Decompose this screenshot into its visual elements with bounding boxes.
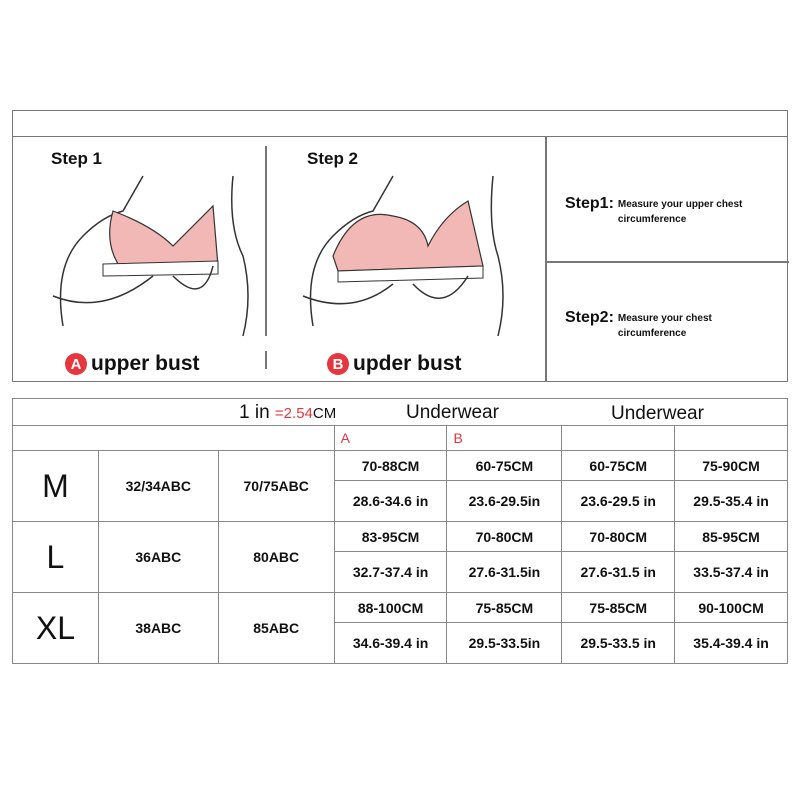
empty-cell [561,425,676,451]
col-b-label: B [446,425,563,451]
instruction-text: Measure your upper chest circumference [617,199,743,225]
header-underwear-1: Underwear [406,402,499,423]
cm-range-cell: 75-85CM [446,592,563,623]
instruction-text: Measure your chest circumference [617,313,712,339]
band-size-cell: 36ABC [97,521,219,593]
table-row: XL 38ABC 85ABC 88-100CM 75-85CM 75-85CM 90-1… [12,592,788,664]
inch-range-cell: 27.6-31.5in [446,551,563,593]
size-cell: M [12,450,99,522]
divider [545,261,789,263]
a-badge: A [65,353,87,375]
divider [265,146,267,336]
header-cell: 1 in =2.54CM Underwear Underwear [12,398,788,426]
cm-range-cell: 85-95CM [674,521,788,552]
size-chart-table: 1 in =2.54CM Underwear Underwear A B M 3… [12,398,788,664]
instruction-step1: Step1: Measure your upper chest circumfe… [565,195,785,227]
under-bust-label: B upder bust [327,352,462,376]
step1-illustration [52,175,249,337]
header-strip [13,111,787,137]
cm-range-cell: 70-80CM [446,521,563,552]
band-size-cell: 32/34ABC [97,450,219,522]
cm-range-cell: 60-75CM [446,450,563,481]
size-cell: XL [12,592,99,664]
instruction-title: Step1: [565,195,614,212]
eu-size-cell: 85ABC [217,592,335,664]
inch-range-cell: 23.6-29.5 in [561,480,676,522]
band-size-cell: 38ABC [97,592,219,664]
divider [265,351,267,369]
col-a-label: A [333,425,448,451]
inch-range-cell: 35.4-39.4 in [674,622,788,664]
inch-range-cell: 33.5-37.4 in [674,551,788,593]
cm-range-cell: 83-95CM [333,521,448,552]
conversion-note: 1 in =2.54CM [239,402,337,423]
empty-cell [12,425,335,451]
step2-illustration [302,175,504,337]
size-cell: L [12,521,99,593]
step2-label: Step 2 [307,149,359,168]
under-bust-text: upder bust [353,352,462,375]
upper-bust-text: upper bust [91,352,200,375]
column-label-row: A B [12,425,788,451]
eu-size-cell: 70/75ABC [217,450,335,522]
eu-size-cell: 80ABC [217,521,335,593]
table-row-inches: 32.7-37.4 in 27.6-31.5in 27.6-31.5 in 33.5-… [13,551,788,593]
cm-range-cell: 75-90CM [674,450,788,481]
inch-range-cell: 29.5-35.4 in [674,480,788,522]
cm-range-cell: 70-88CM [333,450,448,481]
table-row-inches: 28.6-34.6 in 23.6-29.5in 23.6-29.5 in 29.5-… [13,480,788,522]
inch-range-cell: 34.6-39.4 in [333,622,448,664]
table-row: L 36ABC 80ABC 83-95CM 70-80CM 70-80CM 85-95C… [12,521,788,593]
cm-range-cell: 70-80CM [561,521,676,552]
table-row-inches: 34.6-39.4 in 29.5-33.5in 29.5-33.5 in 35.4-… [13,622,788,664]
inch-range-cell: 23.6-29.5in [446,480,563,522]
step1-label: Step 1 [51,149,103,168]
instruction-title: Step2: [565,309,614,326]
table-header-row: 1 in =2.54CM Underwear Underwear [12,398,788,426]
inch-range-cell: 29.5-33.5in [446,622,563,664]
instruction-step2: Step2: Measure your chest circumference [565,309,765,341]
cm-range-cell: 60-75CM [561,450,676,481]
upper-bust-label: A upper bust [65,352,200,376]
cm-range-cell: 75-85CM [561,592,676,623]
table-row: M 32/34ABC 70/75ABC 70-88CM 60-75CM 60-75CM… [12,450,788,522]
inch-range-cell: 32.7-37.4 in [333,551,448,593]
empty-cell [674,425,788,451]
inch-range-cell: 28.6-34.6 in [333,480,448,522]
header-underwear-2: Underwear [611,403,704,424]
inch-range-cell: 27.6-31.5 in [561,551,676,593]
cm-range-cell: 90-100CM [674,592,788,623]
cm-range-cell: 88-100CM [333,592,448,623]
b-badge: B [327,353,349,375]
measurement-guide-panel: Step 1 Step 2 A upper bust B upder bust … [12,110,789,382]
inch-range-cell: 29.5-33.5 in [561,622,676,664]
divider [545,136,547,382]
